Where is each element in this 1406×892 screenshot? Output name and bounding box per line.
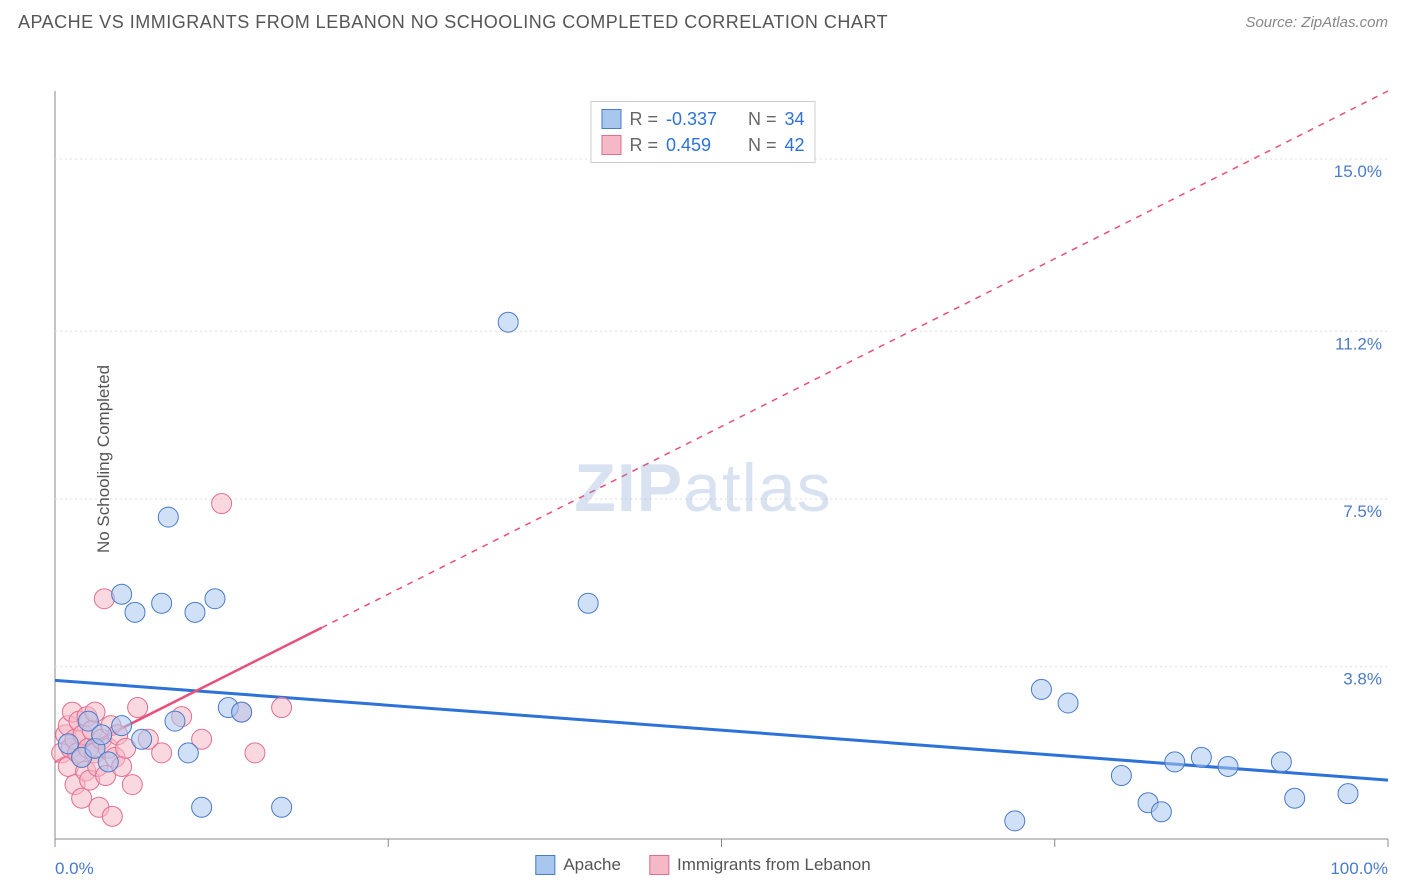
correlation-legend-row: R = -0.337 N = 34: [601, 106, 804, 132]
y-axis-label: No Schooling Completed: [94, 365, 114, 553]
svg-text:11.2%: 11.2%: [1335, 334, 1382, 353]
n-value: 42: [785, 132, 805, 158]
series-legend-label: Immigrants from Lebanon: [677, 855, 871, 875]
n-value: 34: [785, 106, 805, 132]
chart-header: APACHE VS IMMIGRANTS FROM LEBANON NO SCH…: [0, 0, 1406, 39]
n-label: N =: [748, 132, 777, 158]
legend-swatch: [649, 855, 669, 875]
legend-swatch: [535, 855, 555, 875]
series-legend-item: Apache: [535, 855, 621, 875]
chart-title: APACHE VS IMMIGRANTS FROM LEBANON NO SCH…: [18, 12, 888, 33]
r-label: R =: [629, 106, 658, 132]
r-value: 0.459: [666, 132, 728, 158]
r-value: -0.337: [666, 106, 728, 132]
series-legend: Apache Immigrants from Lebanon: [535, 855, 870, 875]
x-axis-min-label: 0.0%: [55, 859, 94, 879]
correlation-legend: R = -0.337 N = 34 R = 0.459 N = 42: [590, 101, 815, 163]
svg-text:7.5%: 7.5%: [1343, 502, 1382, 521]
r-label: R =: [629, 132, 658, 158]
series-legend-label: Apache: [563, 855, 621, 875]
correlation-legend-row: R = 0.459 N = 42: [601, 132, 804, 158]
svg-text:3.8%: 3.8%: [1343, 670, 1382, 689]
svg-text:15.0%: 15.0%: [1334, 162, 1382, 181]
x-axis-max-label: 100.0%: [1330, 859, 1388, 879]
legend-swatch: [601, 135, 621, 155]
chart-area: No Schooling Completed ZIPatlas 3.8%7.5%…: [0, 39, 1406, 879]
n-label: N =: [748, 106, 777, 132]
chart-source: Source: ZipAtlas.com: [1245, 14, 1388, 31]
legend-swatch: [601, 109, 621, 129]
series-legend-item: Immigrants from Lebanon: [649, 855, 871, 875]
scatter-plot-svg: 3.8% 7.5% 11.2% 15.0%: [0, 39, 1406, 879]
